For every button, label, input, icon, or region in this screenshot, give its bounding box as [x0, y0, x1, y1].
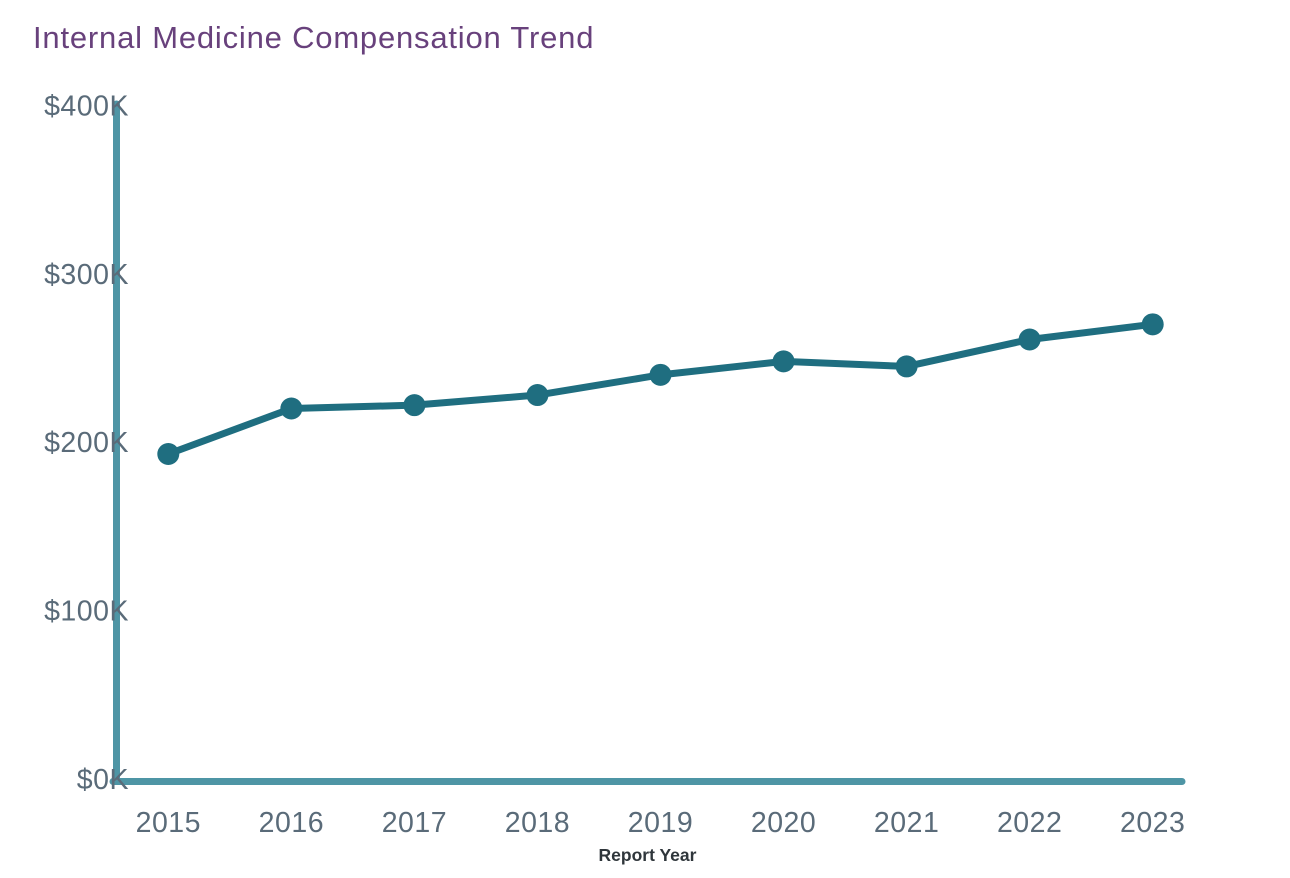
data-point-2023 [1141, 313, 1164, 336]
data-point-2021 [895, 355, 918, 378]
trend-line [164, 320, 1157, 458]
x-tick-label: 2023 [1120, 807, 1185, 839]
x-tick-label: 2020 [751, 807, 816, 839]
x-tick-label: 2019 [628, 807, 693, 839]
x-tick-label: 2017 [382, 807, 447, 839]
data-point-2016 [280, 397, 303, 420]
y-tick-label: $0K [77, 764, 129, 796]
x-axis-title: Report Year [599, 845, 697, 865]
y-tick-label: $400K [44, 90, 129, 122]
data-point-2015 [157, 442, 180, 465]
data-point-2017 [403, 394, 426, 417]
data-point-2018 [526, 384, 549, 407]
x-tick-label: 2021 [874, 807, 939, 839]
y-tick-label: $200K [44, 427, 129, 459]
x-tick-label: 2015 [136, 807, 201, 839]
chart-title: Internal Medicine Compensation Trend [33, 20, 595, 55]
data-point-2022 [1018, 328, 1041, 351]
data-point-2019 [649, 363, 672, 386]
x-tick-label: 2018 [505, 807, 570, 839]
x-tick-label: 2016 [259, 807, 324, 839]
data-point-2020 [772, 350, 795, 373]
y-tick-label: $300K [44, 259, 129, 291]
x-tick-label: 2022 [997, 807, 1062, 839]
y-tick-label: $100K [44, 596, 129, 628]
